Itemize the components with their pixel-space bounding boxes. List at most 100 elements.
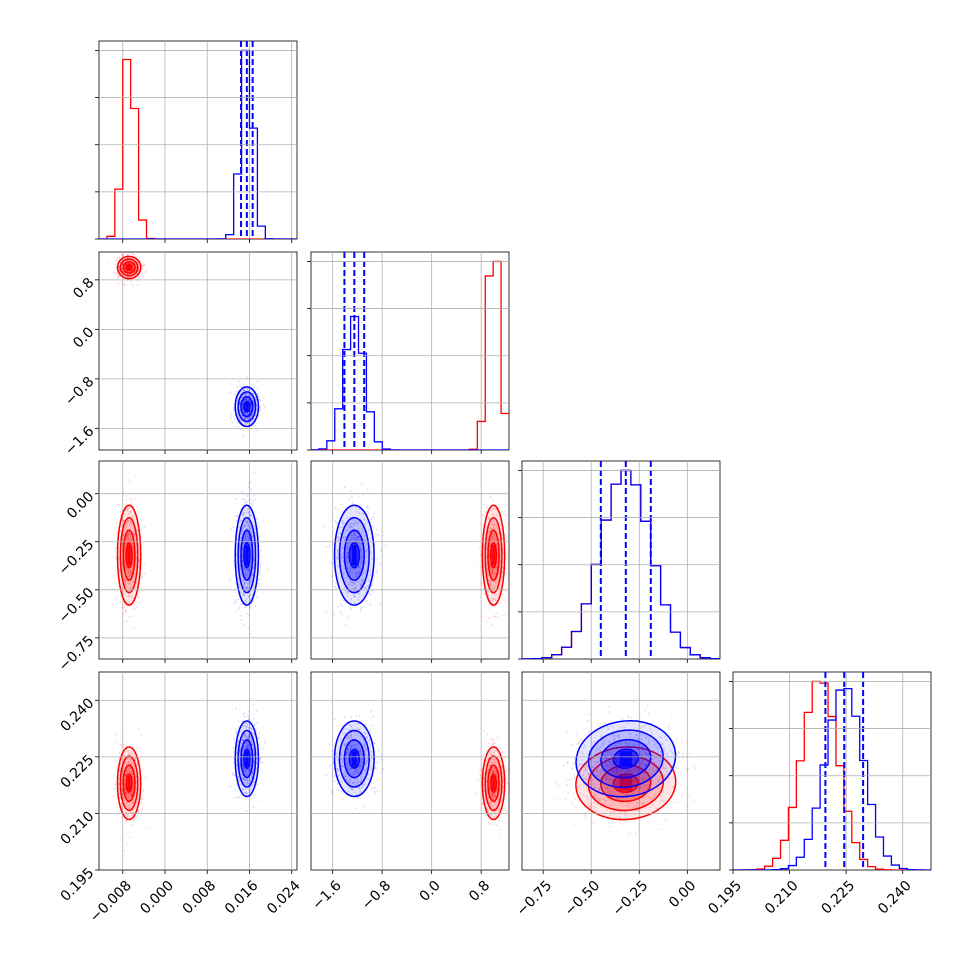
ytick-label: −1.6 [62,423,97,458]
ytick-label: 0.8 [70,275,97,302]
density-core [619,751,633,767]
hist-series-0 [733,680,931,870]
hist-series-1 [733,687,931,870]
contour-line [487,529,500,581]
hist-series-0 [99,58,297,239]
contour-line [116,746,142,821]
panel-frame [98,251,298,451]
contour-line [237,516,257,594]
ytick-label: −0.75 [56,633,98,675]
contour-line [348,541,361,569]
density-core [351,751,357,767]
xtick-label: −1.6 [309,878,344,913]
contour-line [587,729,664,789]
contour-line [240,529,254,581]
contour-line [240,739,254,779]
panel-1-1 [307,251,510,454]
xtick-label: −0.8 [359,878,394,913]
panel-2-2 [518,460,721,663]
panel-frame [310,671,510,871]
contour-line [333,504,375,606]
contour-line [240,396,254,418]
panel-0-0 [95,40,298,243]
ytick-label: 0.0 [70,324,97,351]
xtick-label: 0.008 [180,878,220,918]
contour-line [119,258,139,277]
contour-line [481,746,506,821]
xtick-label: −0.008 [87,878,135,926]
contour-line [243,748,251,769]
ytick-label: 0.240 [58,695,98,735]
panel-3-2: −0.75 −0.50 −0.25 0.00 [514,671,721,920]
contour-line [125,263,133,272]
contour-line [484,516,503,594]
panel-frame [732,671,932,871]
panel-frame [521,460,721,660]
contour-line [119,516,139,594]
density-core [245,751,249,767]
ytick-label: 0.210 [58,808,98,848]
contour-line [122,261,136,274]
panel-3-1: −1.6 −0.8 0.0 0.8 [309,671,510,913]
contour-line [481,504,506,606]
contour-line [600,738,652,779]
contour-line [116,504,142,606]
density-core [492,545,495,566]
ytick-label: 0.00 [64,489,97,522]
panel-frame [98,671,298,871]
xtick-label: 0.0 [417,878,444,905]
xtick-label: 0.000 [137,878,177,918]
contour-line [489,541,498,569]
ytick-label: −0.50 [56,585,98,627]
contour-line [125,541,133,569]
contour-line [484,755,503,812]
contour-line [234,386,260,428]
contour-line [489,773,498,794]
density-core [245,545,249,566]
contour-line [338,729,370,788]
contour-line [122,529,136,581]
panel-3-3: 0.195 0.210 0.225 0.240 [705,671,932,918]
xtick-label: 0.210 [762,878,802,918]
xtick-label: 0.195 [705,878,745,918]
contour-line [343,739,365,779]
panel-frame [98,40,298,240]
xtick-label: 0.225 [819,878,859,918]
contour-line [338,516,370,594]
xtick-label: 0.240 [875,878,915,918]
contour-line [333,720,375,798]
contour-line [487,764,500,803]
contour-line [116,255,142,280]
density-core [351,545,357,566]
contour-line [234,504,260,606]
density-core [127,265,131,270]
panel-2-1 [310,460,510,663]
ytick-label: 0.225 [58,752,98,792]
density-core [492,776,495,791]
panel-2-0: −0.75 −0.50 −0.25 0.00 [56,460,298,675]
contour-line [122,764,136,803]
density-core [127,545,131,566]
hist-series-1 [522,469,720,659]
contour-line [243,541,251,569]
xtick-label: 0.00 [666,878,699,911]
contour-line [343,529,365,581]
contour-line [119,755,139,812]
contour-line [612,773,640,794]
hist-series-1 [311,315,509,450]
contour-line [575,719,677,798]
contour-line [243,400,251,413]
contour-line [237,729,257,788]
ytick-label: −0.25 [56,537,98,579]
contour-line [575,746,677,821]
contour-line [125,773,133,794]
panel-1-0: −1.6 −0.8 0.0 0.8 [62,251,298,459]
xtick-label: −0.75 [514,878,556,920]
contour-line [348,748,361,769]
xtick-label: 0.016 [222,878,262,918]
contour-line [234,720,260,798]
contour-line [237,391,257,423]
panel-frame [310,251,510,451]
xtick-label: 0.8 [466,878,493,905]
